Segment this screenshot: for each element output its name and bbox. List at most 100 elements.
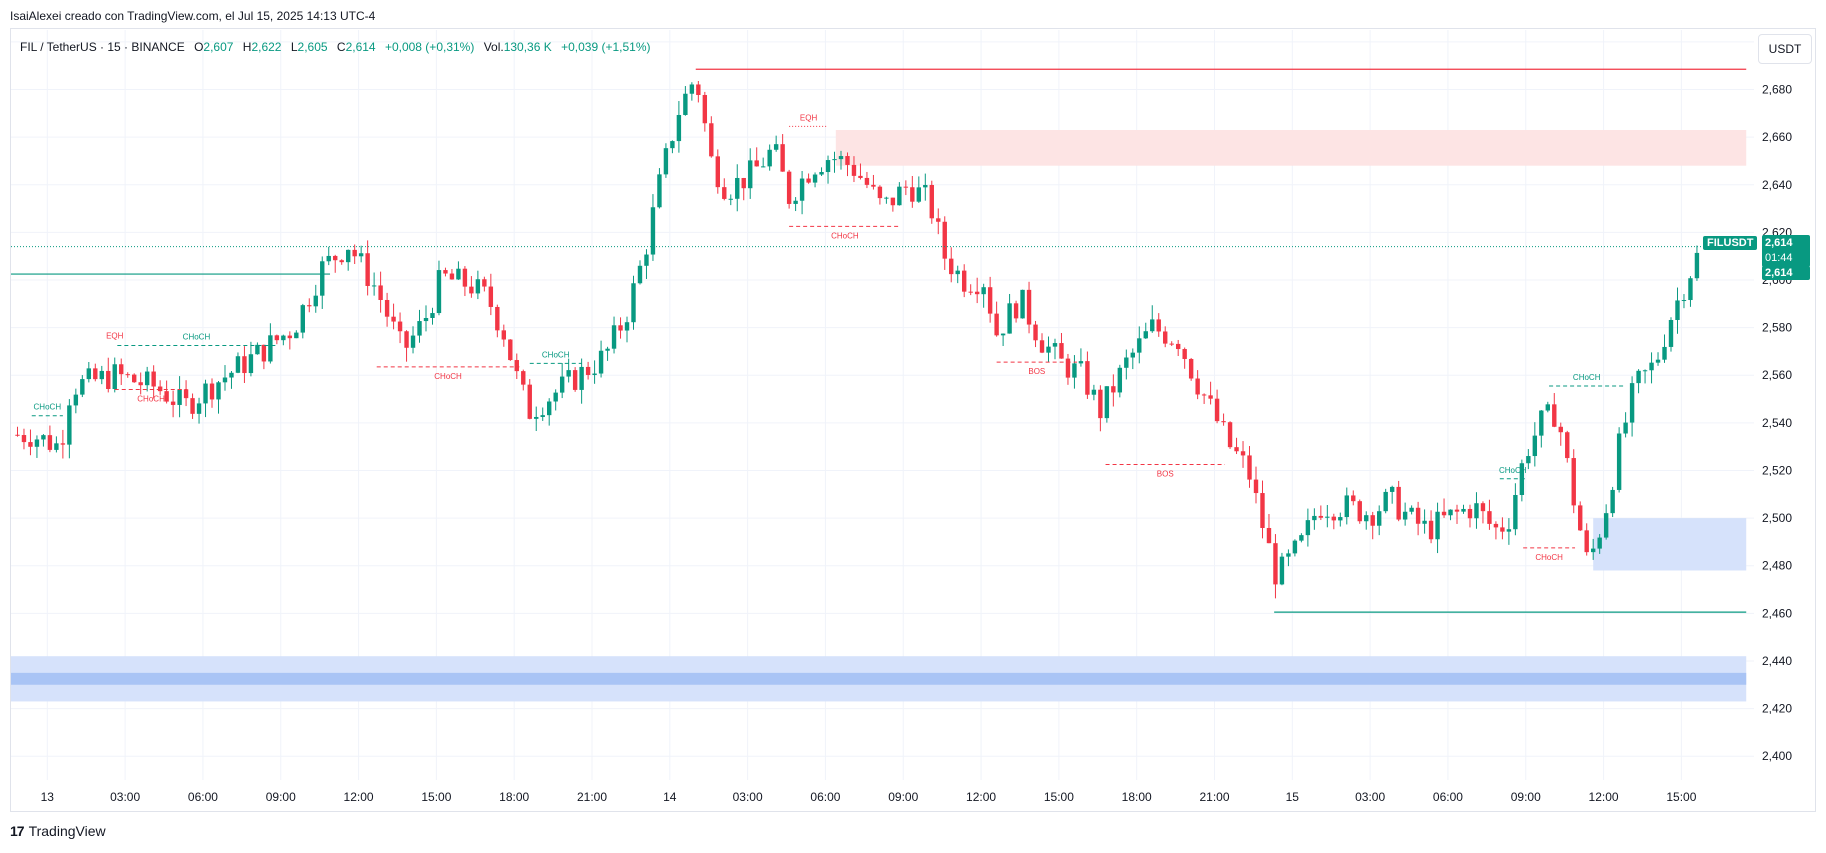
legend-symbol[interactable]: FIL / TetherUS · 15 · BINANCE	[20, 40, 185, 54]
candle-down	[482, 279, 487, 287]
candle-down	[786, 171, 792, 204]
candle-up	[41, 435, 46, 440]
candle-up	[1402, 511, 1408, 520]
candle-up	[819, 172, 824, 175]
candle-down	[1247, 455, 1252, 480]
legend-high-label: H	[242, 40, 252, 54]
candle-down	[1351, 495, 1356, 502]
legend-open-label: O	[194, 40, 204, 54]
candle-up	[248, 354, 254, 374]
candle-down	[15, 434, 20, 436]
x-tick-label: 09:00	[888, 790, 918, 804]
candle-up	[1610, 489, 1615, 514]
legend-high: 2,622	[251, 40, 282, 54]
candle-up	[1338, 517, 1343, 521]
candle-up	[358, 253, 364, 257]
candle-down	[715, 156, 720, 188]
candle-up	[650, 207, 656, 255]
candle-down	[851, 164, 857, 176]
footer-brand[interactable]: 17 TradingView	[10, 823, 106, 839]
candle-up	[598, 350, 604, 374]
x-tick-label: 06:00	[188, 790, 218, 804]
candle-down	[858, 175, 863, 178]
candle-up	[54, 443, 59, 450]
candle-down	[1467, 508, 1473, 519]
candle-down	[1253, 479, 1259, 494]
candle-up	[689, 84, 695, 94]
candle-down	[987, 287, 993, 314]
candle-down	[274, 335, 280, 341]
candle-up	[1091, 389, 1097, 395]
candle-down	[183, 389, 189, 399]
candle-up	[728, 198, 733, 200]
y-tick-label: 2,520	[1762, 463, 1792, 477]
x-tick-label: 06:00	[1433, 790, 1463, 804]
candle-up	[1137, 338, 1142, 353]
candle-up	[112, 364, 117, 389]
candle-up	[637, 265, 643, 284]
candle-down	[404, 331, 409, 348]
candle-down	[1552, 404, 1557, 427]
candle-down	[1493, 523, 1499, 528]
candle-up	[229, 372, 234, 378]
candle-up	[1603, 513, 1609, 538]
y-tick-label: 2,420	[1762, 702, 1792, 716]
candle-down	[949, 258, 954, 275]
candle-up	[812, 174, 818, 183]
candle-down	[443, 270, 448, 274]
structure-label: EQH	[106, 331, 124, 340]
candle-up	[144, 371, 150, 386]
candle-down	[585, 366, 591, 375]
candle-down	[1221, 421, 1226, 423]
candle-up	[1007, 303, 1012, 334]
candle-down	[1331, 516, 1337, 521]
candle-down	[1111, 386, 1116, 393]
y-tick-label: 2,460	[1762, 606, 1792, 620]
candle-up	[1590, 548, 1596, 553]
candle-up	[1046, 346, 1051, 353]
candle-down	[28, 442, 33, 447]
legend-vol: 130,36 K	[503, 40, 552, 54]
x-tick-label: 15:00	[1044, 790, 1074, 804]
candle-down	[1188, 358, 1194, 379]
x-tick-label: 03:00	[1355, 790, 1385, 804]
candle-up	[1130, 352, 1135, 358]
candle-up	[799, 178, 805, 201]
candle-up	[1389, 486, 1395, 492]
candle-up	[1299, 535, 1304, 541]
candle-up	[916, 187, 922, 202]
candle-up	[1668, 319, 1674, 347]
candle-down	[60, 443, 66, 445]
structure-label: CHoCH	[542, 350, 570, 359]
candle-down	[1565, 432, 1570, 459]
candle-down	[1240, 451, 1246, 456]
structure-label: CHoCH	[1499, 466, 1527, 475]
currency-button[interactable]: USDT	[1758, 34, 1812, 64]
candle-down	[1415, 507, 1421, 524]
candle-down	[47, 435, 53, 450]
chart-frame	[10, 28, 1816, 812]
candle-down	[1578, 505, 1583, 531]
candle-up	[1474, 503, 1479, 519]
structure-label: CHoCH	[831, 231, 859, 240]
candle-up	[748, 160, 753, 189]
demand-zone	[1593, 518, 1747, 571]
candle-up	[793, 200, 798, 204]
x-tick-label: 21:00	[1199, 790, 1229, 804]
candle-down	[21, 435, 27, 443]
candle-down	[1156, 319, 1161, 332]
candle-down	[722, 187, 727, 199]
candle-up	[371, 285, 377, 287]
x-tick-label: 15	[1286, 790, 1300, 804]
x-tick-label: 18:00	[1122, 790, 1152, 804]
candle-up	[1344, 495, 1349, 518]
candle-up	[1597, 537, 1602, 549]
candle-down	[190, 398, 195, 414]
candle-down	[1033, 324, 1038, 341]
candle-down	[261, 344, 267, 362]
candle-up	[73, 394, 79, 406]
candle-up	[663, 148, 669, 175]
candle-down	[119, 364, 124, 375]
candle-up	[1545, 404, 1550, 411]
